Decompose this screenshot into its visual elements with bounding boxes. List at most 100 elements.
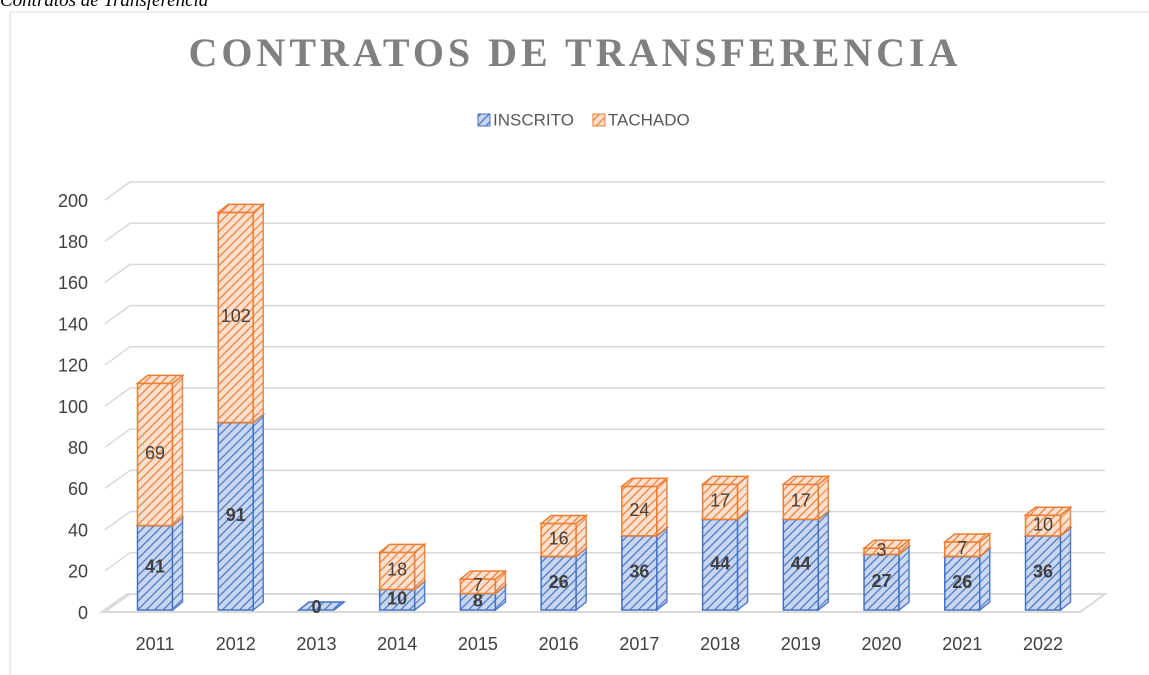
bar-depth: [252, 202, 264, 425]
grid-line: [104, 428, 1105, 448]
y-tick-label: 60: [68, 479, 88, 499]
y-tick-label: 100: [58, 397, 88, 417]
y-tick-label: 40: [68, 520, 88, 540]
x-tick-label: 2015: [458, 634, 498, 654]
data-label: 26: [952, 572, 972, 592]
data-label: 10: [387, 588, 407, 608]
x-tick-label: 2016: [539, 634, 579, 654]
bar: [1024, 535, 1062, 611]
grid-line: [104, 304, 1105, 325]
bar: [540, 555, 577, 611]
bar: [136, 524, 174, 611]
y-tick-label: 140: [58, 314, 88, 334]
chart-border: [9, 11, 1149, 675]
bar-top: [700, 475, 750, 486]
data-label: 7: [473, 575, 483, 595]
bar-depth: [575, 546, 587, 612]
bar-depth: [656, 526, 668, 612]
bar-depth: [817, 509, 830, 612]
grid-line: [104, 346, 1105, 366]
data-label: 10: [1033, 514, 1053, 534]
bar-top: [377, 543, 427, 554]
caption: Contratos de Transferencia: [0, 0, 209, 11]
legend-swatch: [477, 113, 491, 127]
x-tick-label: 2013: [296, 634, 336, 654]
data-label: 24: [629, 500, 649, 520]
bar-top: [942, 533, 992, 543]
data-label: 36: [629, 562, 649, 582]
bar-top: [861, 539, 912, 549]
data-label: 91: [226, 505, 246, 525]
legend-label: TACHADO: [608, 110, 690, 129]
grid-line: [104, 222, 1105, 242]
bar-top: [296, 601, 347, 611]
bar-depth: [979, 546, 991, 612]
y-tick-label: 180: [58, 232, 88, 252]
bar: [621, 485, 658, 537]
bar: [863, 553, 900, 611]
x-tick-label: 2020: [862, 634, 902, 654]
grid-line: [104, 181, 1105, 201]
data-label: 7: [957, 538, 967, 558]
bar-top: [458, 570, 508, 580]
bar-top: [619, 477, 670, 488]
grid-line: [104, 263, 1105, 284]
bar-top: [781, 475, 831, 486]
x-tick-label: 2018: [700, 634, 740, 654]
data-label: 26: [549, 572, 569, 592]
bar-top: [538, 514, 589, 525]
bar-depth: [171, 373, 184, 528]
bar-depth: [252, 412, 264, 612]
data-label: 41: [145, 557, 165, 577]
bar: [944, 555, 981, 611]
x-tick-label: 2011: [136, 634, 175, 654]
grid-line: [104, 593, 1105, 613]
bar-depth: [736, 509, 749, 612]
data-label: 3: [877, 540, 887, 560]
grid-line: [104, 510, 1105, 531]
y-tick-label: 160: [58, 273, 88, 293]
data-label: 27: [872, 571, 892, 591]
data-label: 36: [1033, 562, 1053, 582]
grid-line: [104, 387, 1105, 407]
chart-title: CONTRATOS DE TRANSFERENCIA: [188, 30, 961, 75]
bar-depth: [171, 515, 184, 612]
legend-swatch: [592, 113, 606, 127]
bar-top: [1023, 506, 1073, 516]
data-label: 18: [387, 560, 407, 580]
data-label: 0: [311, 597, 321, 617]
data-label: 44: [710, 553, 730, 573]
data-label: 44: [791, 553, 811, 573]
bar-top: [135, 374, 185, 385]
data-label: 16: [549, 529, 569, 549]
grid-line: [104, 469, 1105, 490]
y-tick-label: 120: [58, 356, 88, 376]
data-label: 17: [710, 491, 730, 511]
bar-depth: [656, 476, 668, 538]
data-label: 102: [221, 306, 251, 326]
x-tick-label: 2012: [216, 634, 256, 654]
bar: [378, 551, 416, 591]
x-tick-label: 2021: [942, 634, 982, 654]
data-label: 69: [145, 443, 165, 463]
y-tick-label: 200: [58, 191, 88, 211]
bar-depth: [898, 544, 910, 612]
legend-label: INSCRITO: [493, 110, 574, 129]
x-tick-label: 2014: [377, 634, 417, 654]
y-tick-label: 80: [68, 438, 88, 458]
bar-top: [216, 203, 266, 214]
grid-line: [104, 552, 1105, 572]
bar: [701, 518, 739, 611]
x-tick-label: 2017: [619, 634, 659, 654]
data-label: 8: [473, 591, 483, 611]
bar: [782, 483, 820, 521]
bar-depth: [1059, 526, 1072, 612]
y-tick-label: 20: [68, 562, 88, 582]
x-tick-label: 2019: [781, 634, 821, 654]
y-tick-label: 0: [78, 603, 88, 623]
x-tick-label: 2022: [1023, 634, 1063, 654]
bar: [217, 421, 254, 611]
data-label: 17: [791, 491, 811, 511]
